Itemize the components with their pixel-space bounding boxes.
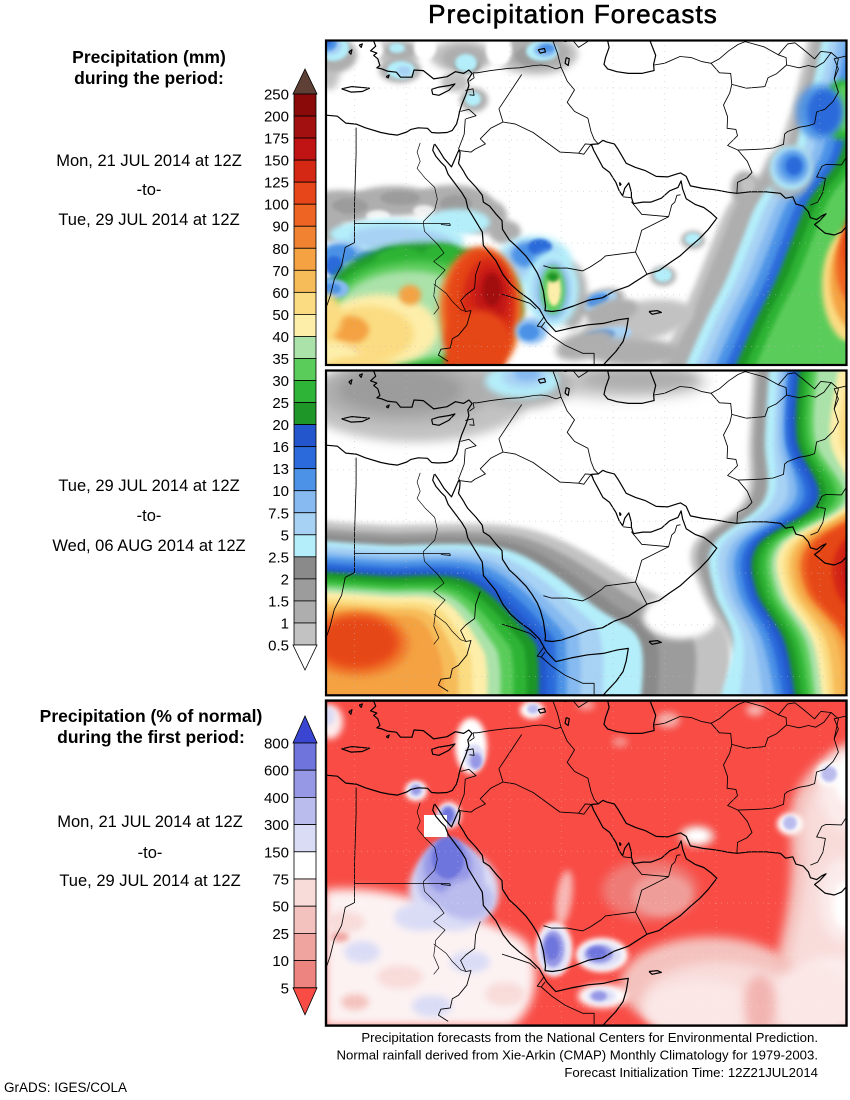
svg-text:5: 5 xyxy=(281,527,289,544)
svg-text:150: 150 xyxy=(264,153,289,170)
svg-text:70: 70 xyxy=(272,263,289,280)
svg-text:Wed, 06 AUG 2014 at 12Z: Wed, 06 AUG 2014 at 12Z xyxy=(52,537,245,555)
svg-text:1.5: 1.5 xyxy=(268,593,289,610)
svg-text:800: 800 xyxy=(264,736,289,753)
svg-text:Forecast Initialization Time:: Forecast Initialization Time: 12Z21JUL20… xyxy=(564,1065,818,1080)
svg-text:Precipitation (mm): Precipitation (mm) xyxy=(72,47,226,67)
svg-text:250: 250 xyxy=(264,87,289,104)
svg-text:Tue, 29 JUL 2014 at 12Z: Tue, 29 JUL 2014 at 12Z xyxy=(58,211,239,229)
svg-text:125: 125 xyxy=(264,175,289,192)
svg-text:25: 25 xyxy=(272,395,289,412)
svg-text:5: 5 xyxy=(281,980,289,997)
svg-text:10: 10 xyxy=(272,483,289,500)
svg-text:Tue, 29 JUL 2014 at 12Z: Tue, 29 JUL 2014 at 12Z xyxy=(58,477,239,495)
svg-text:100: 100 xyxy=(264,197,289,214)
svg-text:20: 20 xyxy=(272,417,289,434)
svg-text:35: 35 xyxy=(272,351,289,368)
svg-text:40: 40 xyxy=(272,329,289,346)
svg-text:50: 50 xyxy=(272,899,289,916)
svg-text:13: 13 xyxy=(272,461,289,478)
svg-text:10: 10 xyxy=(272,953,289,970)
svg-text:Mon, 21 JUL 2014 at 12Z: Mon, 21 JUL 2014 at 12Z xyxy=(57,813,243,831)
svg-text:-to-: -to- xyxy=(137,181,162,199)
svg-text:-to-: -to- xyxy=(138,844,163,862)
svg-text:16: 16 xyxy=(272,439,289,456)
svg-text:7.5: 7.5 xyxy=(268,505,289,522)
svg-text:Precipitation (% of normal): Precipitation (% of normal) xyxy=(40,706,263,726)
svg-text:Normal rainfall derived from X: Normal rainfall derived from Xie-Arkin (… xyxy=(336,1048,818,1063)
svg-text:0.5: 0.5 xyxy=(268,638,289,655)
svg-text:150: 150 xyxy=(264,844,289,861)
svg-text:175: 175 xyxy=(264,131,289,148)
svg-text:-to-: -to- xyxy=(137,507,162,525)
svg-text:300: 300 xyxy=(264,817,289,834)
svg-text:400: 400 xyxy=(264,790,289,807)
svg-text:2.5: 2.5 xyxy=(268,549,289,566)
svg-text:during the period:: during the period: xyxy=(74,68,224,88)
svg-text:600: 600 xyxy=(264,763,289,780)
svg-text:GrADS: IGES/COLA: GrADS: IGES/COLA xyxy=(4,1080,127,1095)
svg-text:2: 2 xyxy=(281,571,289,588)
svg-text:Tue, 29 JUL 2014 at 12Z: Tue, 29 JUL 2014 at 12Z xyxy=(59,872,240,890)
svg-text:Mon, 21 JUL 2014 at 12Z: Mon, 21 JUL 2014 at 12Z xyxy=(56,152,242,170)
svg-text:80: 80 xyxy=(272,241,289,258)
svg-text:30: 30 xyxy=(272,373,289,390)
svg-text:200: 200 xyxy=(264,109,289,126)
svg-text:Precipitation forecasts from t: Precipitation forecasts from the Nationa… xyxy=(361,1030,818,1045)
svg-text:90: 90 xyxy=(272,219,289,236)
svg-text:25: 25 xyxy=(272,926,289,943)
svg-text:during the first period:: during the first period: xyxy=(57,727,245,747)
svg-text:60: 60 xyxy=(272,285,289,302)
svg-text:75: 75 xyxy=(272,872,289,889)
svg-text:Precipitation Forecasts: Precipitation Forecasts xyxy=(428,0,718,29)
svg-text:1: 1 xyxy=(281,615,289,632)
svg-text:50: 50 xyxy=(272,307,289,324)
